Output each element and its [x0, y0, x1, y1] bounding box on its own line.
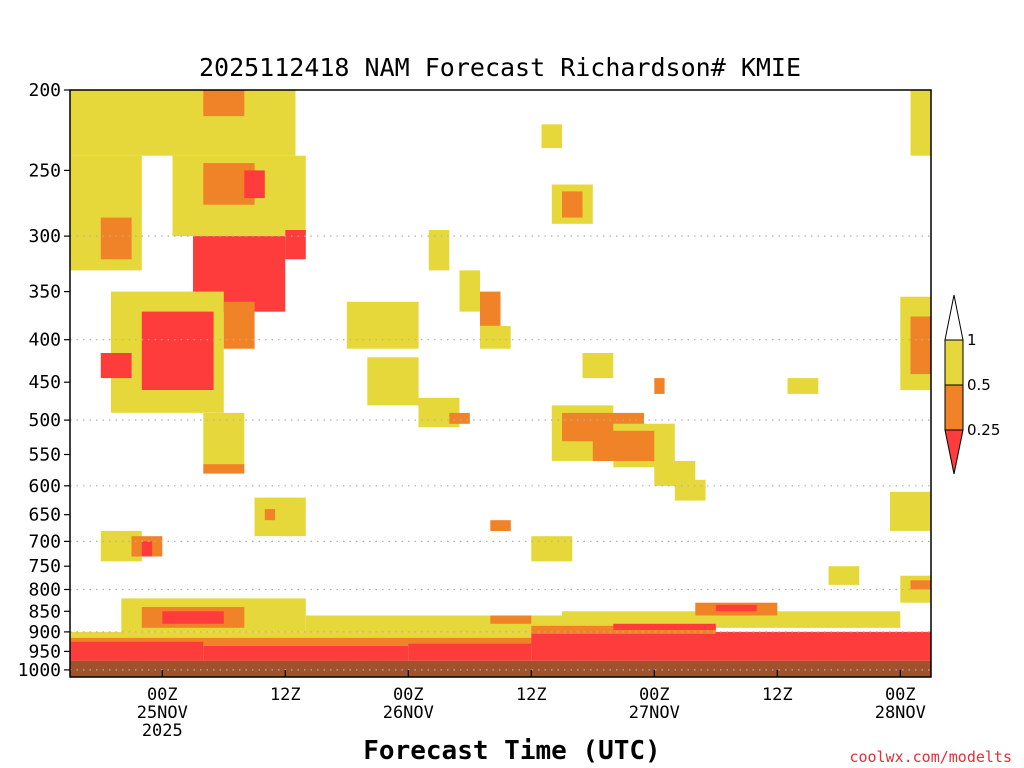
heatmap-cell-low [613, 623, 716, 630]
heatmap-cell-high [828, 566, 860, 585]
y-tick-label: 250 [28, 160, 61, 181]
y-tick-label: 750 [28, 556, 61, 577]
legend: 1 0.5 0.25 [944, 294, 1000, 475]
heatmap-cell-mid [490, 520, 511, 531]
credit-text: coolwx.com/modelts [849, 748, 1012, 766]
heatmap-cell-low [141, 311, 214, 390]
x-tick-label: 26NOV [383, 703, 434, 723]
heatmap-cell-high [910, 90, 931, 156]
heatmap-cell-low [408, 643, 532, 661]
y-tick-label: 600 [28, 476, 61, 497]
heatmap-cell-mid [203, 90, 245, 117]
y-tick-label: 550 [28, 445, 61, 466]
legend-label: 0.5 [967, 376, 991, 394]
x-tick-label: 25NOV [137, 703, 188, 723]
x-tick-label: 2025 [142, 721, 183, 741]
plot-frame [69, 89, 932, 678]
heatmap-cells [70, 90, 931, 677]
x-tick-label: 12Z [762, 685, 793, 705]
y-tick-label: 350 [28, 282, 61, 303]
legend-bottom-arrow [944, 429, 964, 475]
legend-label: 0.25 [967, 421, 1000, 439]
heatmap-cell-mid [449, 412, 470, 424]
heatmap-cell-low [285, 230, 306, 260]
x-tick-label: 27NOV [629, 703, 680, 723]
y-tick-label: 850 [28, 601, 61, 622]
x-tick-label: 12Z [270, 685, 301, 705]
heatmap-cell-low [70, 641, 204, 661]
gridlines [70, 235, 931, 671]
x-tick-label: 12Z [516, 685, 547, 705]
heatmap-cell-mid [910, 580, 931, 590]
heatmap-cell-mid [490, 615, 532, 624]
heatmap-cell-mid [480, 291, 501, 326]
heatmap-cell-high [562, 611, 901, 628]
heatmap-cell-low [715, 604, 757, 612]
heatmap-cell-high [541, 124, 562, 149]
y-tick-label: 500 [28, 410, 61, 431]
heatmap-cell-mid [654, 378, 665, 394]
y-tick-label: 450 [28, 372, 61, 393]
heatmap-cell-mid [562, 191, 583, 218]
x-tick-label: 00Z [639, 685, 670, 705]
heatmap-cell-mid [910, 316, 931, 375]
legend-swatch [944, 384, 964, 431]
y-tick-label: 300 [28, 226, 61, 247]
y-tick-label: 200 [28, 80, 61, 101]
y-tick-label: 950 [28, 641, 61, 662]
heatmap-cell-low [203, 645, 409, 661]
y-tick-label: 800 [28, 580, 61, 601]
plot-area [69, 89, 932, 678]
heatmap-cell-low [162, 611, 224, 624]
heatmap-cell-high [254, 497, 306, 537]
heatmap-cell-high [531, 536, 573, 562]
heatmap-cell-mid [203, 464, 245, 474]
heatmap-cell-high [480, 326, 511, 349]
y-tick-label: 700 [28, 531, 61, 552]
heatmap-cell-mid [223, 301, 255, 349]
x-tick-label: 28NOV [875, 703, 926, 723]
heatmap-cell-mid [264, 509, 276, 521]
heatmap-cell-mid [70, 637, 931, 646]
heatmap-cell-low [100, 353, 132, 379]
x-axis-label: Forecast Time (UTC) [363, 736, 660, 766]
heatmap-cell-high [346, 301, 419, 349]
heatmap-cell-mid [592, 430, 655, 461]
heatmap-cell-high [459, 270, 480, 312]
chart-title: 2025112418 NAM Forecast Richardson# KMIE [199, 53, 801, 82]
legend-swatch [944, 339, 964, 386]
heatmap-cell-high [890, 491, 931, 531]
x-tick-label: 00Z [147, 685, 178, 705]
heatmap-cell-mid [100, 217, 132, 260]
ground-fill [70, 660, 931, 677]
heatmap-cell-high [70, 90, 296, 156]
x-tick-label: 00Z [393, 685, 424, 705]
heatmap-cell-high [428, 230, 450, 271]
heatmap-cell-high [582, 353, 614, 379]
heatmap-cell-high [674, 479, 706, 501]
y-tick-label: 900 [28, 622, 61, 643]
y-tick-label: 1000 [18, 660, 61, 681]
x-tick-label: 00Z [885, 685, 916, 705]
heatmap-cell-low [141, 541, 153, 557]
legend-label: 1 [967, 331, 977, 349]
y-tick-label: 400 [28, 330, 61, 351]
heatmap-cell-low [531, 631, 931, 661]
heatmap-cell-high [787, 378, 819, 394]
y-axis: 200 250 300 350 400 450 500 550 600 650 700 750 8008… [18, 80, 70, 681]
y-tick-label: 650 [28, 505, 61, 526]
heatmap-cell-low [244, 170, 265, 199]
heatmap-cell-high [203, 412, 245, 468]
heatmap-cell-high [70, 631, 931, 642]
heatmap-cell-high [367, 357, 419, 406]
